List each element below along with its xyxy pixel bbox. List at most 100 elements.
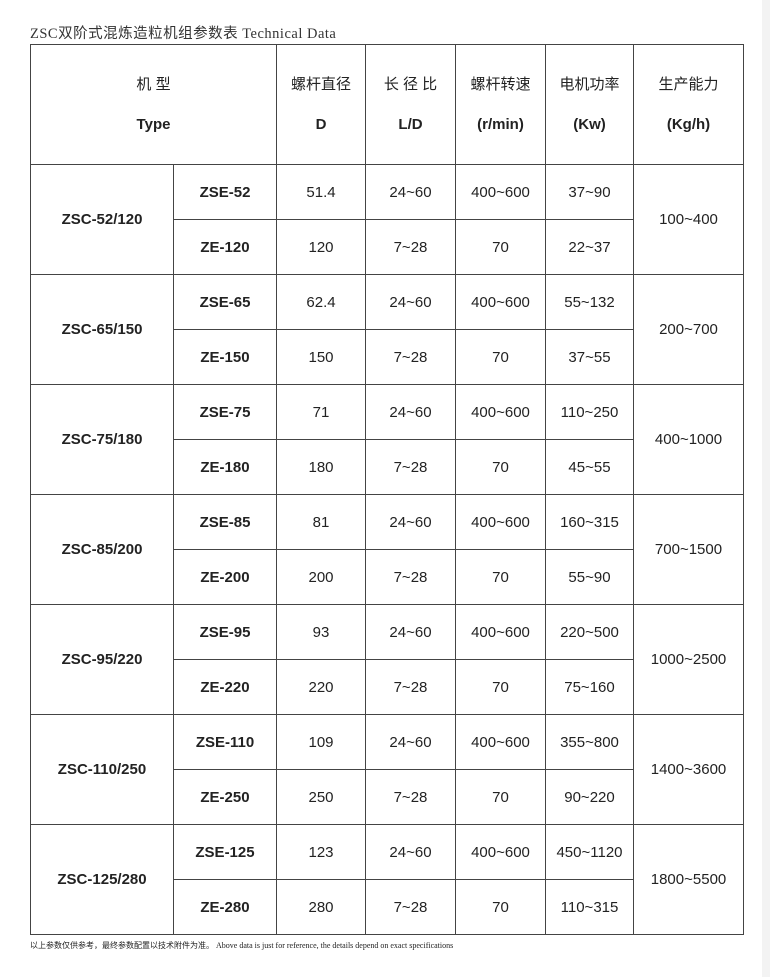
model-cell: ZSC-65/150 [30, 274, 174, 385]
ld-cell: 7~28 [365, 219, 456, 275]
diameter-cell: 280 [276, 879, 366, 935]
speed-cell: 70 [455, 219, 546, 275]
ld-cell: 24~60 [365, 604, 456, 660]
header-speed: 螺杆转速 (r/min) [455, 44, 546, 165]
ld-cell: 24~60 [365, 274, 456, 330]
speed-cell: 400~600 [455, 384, 546, 440]
power-cell: 110~315 [545, 879, 634, 935]
power-cell: 355~800 [545, 714, 634, 770]
table-row: ZE-200 200 7~28 70 55~90 [31, 549, 744, 605]
diameter-cell: 150 [276, 329, 366, 385]
power-cell: 45~55 [545, 439, 634, 495]
ld-cell: 7~28 [365, 659, 456, 715]
diameter-cell: 120 [276, 219, 366, 275]
sub-model-cell: ZSE-75 [173, 384, 277, 440]
sub-model-cell: ZE-200 [173, 549, 277, 605]
page-title: ZSC双阶式混炼造粒机组参数表 Technical Data [30, 26, 337, 42]
table-row: ZSC-75/180 ZSE-75 71 24~60 400~600 110~250 400… [30, 384, 744, 495]
ld-cell: 7~28 [365, 879, 456, 935]
power-cell: 450~1120 [545, 824, 634, 880]
capacity-cell: 1400~3600 [633, 714, 744, 825]
page-edge [762, 0, 770, 977]
diameter-cell: 81 [276, 494, 366, 550]
sub-model-cell: ZE-120 [173, 219, 277, 275]
sub-model-cell: ZSE-125 [173, 824, 277, 880]
capacity-cell: 1000~2500 [633, 604, 744, 715]
table-row: ZSC-125/280 ZSE-125 123 24~60 400~600 450~112… [30, 824, 744, 935]
model-cell: ZSC-85/200 [30, 494, 174, 605]
speed-cell: 70 [455, 439, 546, 495]
table-row: ZE-150 150 7~28 70 37~55 [31, 329, 744, 385]
footnote: 以上参数仅供参考，最终参数配置以技术附件为准。 Above data is ju… [30, 941, 454, 950]
diameter-cell: 71 [276, 384, 366, 440]
table-row: ZSC-85/200 ZSE-85 81 24~60 400~600 160~315 700… [30, 494, 744, 605]
diameter-cell: 200 [276, 549, 366, 605]
sub-model-cell: ZSE-95 [173, 604, 277, 660]
ld-cell: 24~60 [365, 494, 456, 550]
speed-cell: 70 [455, 549, 546, 605]
speed-cell: 400~600 [455, 824, 546, 880]
sub-model-cell: ZE-280 [173, 879, 277, 935]
ld-cell: 7~28 [365, 769, 456, 825]
model-cell: ZSC-75/180 [30, 384, 174, 495]
speed-cell: 70 [455, 329, 546, 385]
power-cell: 37~90 [545, 164, 634, 220]
capacity-cell: 200~700 [633, 274, 744, 385]
sub-model-cell: ZSE-110 [173, 714, 277, 770]
ld-cell: 24~60 [365, 164, 456, 220]
model-cell: ZSC-110/250 [30, 714, 174, 825]
table-row: ZE-220 220 7~28 70 75~160 [31, 659, 744, 715]
diameter-cell: 62.4 [276, 274, 366, 330]
diameter-cell: 180 [276, 439, 366, 495]
sub-model-cell: ZSE-65 [173, 274, 277, 330]
speed-cell: 70 [455, 769, 546, 825]
capacity-cell: 400~1000 [633, 384, 744, 495]
table-row: ZE-180 180 7~28 70 45~55 [31, 439, 744, 495]
model-cell: ZSC-95/220 [30, 604, 174, 715]
diameter-cell: 109 [276, 714, 366, 770]
sub-model-cell: ZE-150 [173, 329, 277, 385]
speed-cell: 400~600 [455, 494, 546, 550]
header-power: 电机功率 (Kw) [545, 44, 634, 165]
power-cell: 55~90 [545, 549, 634, 605]
header-capacity: 生产能力 (Kg/h) [633, 44, 744, 165]
table-row: ZE-250 250 7~28 70 90~220 [31, 769, 744, 825]
speed-cell: 400~600 [455, 604, 546, 660]
table-row: ZE-280 280 7~28 70 110~315 [31, 879, 744, 935]
table-row: ZSC-95/220 ZSE-95 93 24~60 400~600 220~500 100… [30, 604, 744, 715]
diameter-cell: 123 [276, 824, 366, 880]
power-cell: 22~37 [545, 219, 634, 275]
power-cell: 160~315 [545, 494, 634, 550]
header-ld: 长 径 比 L/D [365, 44, 456, 165]
header-diameter: 螺杆直径 D [276, 44, 366, 165]
diameter-cell: 250 [276, 769, 366, 825]
capacity-cell: 100~400 [633, 164, 744, 275]
diameter-cell: 93 [276, 604, 366, 660]
power-cell: 220~500 [545, 604, 634, 660]
technical-data-table: 机 型 Type 螺杆直径 D 长 径 比 L/D 螺杆转速 (r/min) 电机功率(… [30, 44, 744, 935]
capacity-cell: 700~1500 [633, 494, 744, 605]
speed-cell: 70 [455, 879, 546, 935]
sub-model-cell: ZE-180 [173, 439, 277, 495]
diameter-cell: 51.4 [276, 164, 366, 220]
table-row: ZSC-110/250 ZSE-110 109 24~60 400~600 355~800… [30, 714, 744, 825]
power-cell: 90~220 [545, 769, 634, 825]
ld-cell: 24~60 [365, 824, 456, 880]
ld-cell: 7~28 [365, 549, 456, 605]
table-row: ZE-120 120 7~28 70 22~37 [31, 219, 744, 275]
sub-model-cell: ZSE-85 [173, 494, 277, 550]
header-type: 机 型 Type [30, 44, 277, 165]
power-cell: 110~250 [545, 384, 634, 440]
ld-cell: 24~60 [365, 714, 456, 770]
model-cell: ZSC-125/280 [30, 824, 174, 935]
power-cell: 37~55 [545, 329, 634, 385]
speed-cell: 400~600 [455, 714, 546, 770]
speed-cell: 400~600 [455, 274, 546, 330]
speed-cell: 400~600 [455, 164, 546, 220]
model-cell: ZSC-52/120 [30, 164, 174, 275]
power-cell: 55~132 [545, 274, 634, 330]
capacity-cell: 1800~5500 [633, 824, 744, 935]
power-cell: 75~160 [545, 659, 634, 715]
table-row: ZSC-52/120 ZSE-52 51.4 24~60 400~600 37~90 100… [30, 164, 744, 275]
header-row: 机 型 Type 螺杆直径 D 长 径 比 L/D 螺杆转速 (r/min) 电机功率(… [30, 44, 744, 165]
